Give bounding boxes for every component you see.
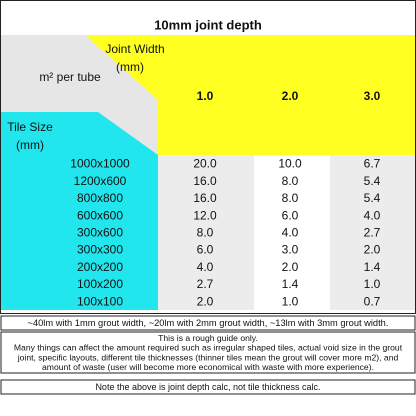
cell-value: 16.0 [193,174,217,188]
cell-value: 6.0 [282,208,299,222]
cell-value: 8.0 [197,225,214,239]
tile-size-unit: (mm) [16,138,44,152]
cell-value: 0.7 [364,294,381,308]
cell-value: 2.0 [197,294,214,308]
guide-box [0,331,416,374]
tile-size-column [1,155,158,310]
cell-value: 1.0 [282,294,299,308]
column-header: 3.0 [364,89,381,103]
tile-size: 300x300 [77,243,123,257]
guide-line: amount of waste (user will become more e… [42,362,374,372]
tile-size-label: Tile Size [7,120,53,134]
column-header: 2.0 [282,89,299,103]
tile-size: 100x100 [77,294,123,308]
cell-value: 2.0 [364,243,381,257]
guide-line: Many things can affect the amount requir… [14,343,403,353]
col-3-bg [330,155,415,310]
footer-box [0,379,416,395]
cell-value: 1.4 [282,277,299,291]
col-1-bg [158,155,254,310]
cell-value: 20.0 [193,157,217,171]
cell-value: 4.0 [282,225,299,239]
column-header: 1.0 [197,89,214,103]
cell-value: 1.0 [364,277,381,291]
cell-value: 5.4 [364,174,381,188]
footer-note: Note the above is joint depth calc, not … [95,382,320,392]
cell-value: 2.0 [282,260,299,274]
cell-value: 8.0 [282,174,299,188]
guide-line: joint, specific layouts, different tile … [17,352,399,362]
guide-line: This is a rough guide only. [158,333,258,343]
joint-width-label: Joint Width [105,42,164,56]
coverage-note: ~40lm with 1mm grout width, ~20lm with 2… [28,318,389,328]
cell-value: 4.0 [197,260,214,274]
cell-value: 5.4 [364,191,381,205]
cell-value: 1.4 [364,260,381,274]
tile-size: 1000x1000 [70,157,130,171]
tile-size: 800x800 [77,191,123,205]
tile-size: 600x600 [77,208,123,222]
tile-size: 100x200 [77,277,123,291]
cell-value: 8.0 [282,191,299,205]
tile-size: 300x600 [77,225,123,239]
tile-size: 1200x600 [74,174,127,188]
cell-value: 12.0 [193,208,217,222]
title: 10mm joint depth [154,17,262,32]
cell-value: 2.7 [197,277,214,291]
tile-size-area [1,112,158,155]
joint-width-unit: (mm) [116,60,144,74]
cell-value: 6.0 [197,243,214,257]
joint-width-area [85,35,415,155]
cell-value: 16.0 [193,191,217,205]
col-2-bg [254,155,330,310]
coverage-box [0,315,416,331]
cell-value: 3.0 [282,243,299,257]
unit-label: m² per tube [39,70,101,84]
cell-value: 4.0 [364,208,381,222]
tile-size: 200x200 [77,260,123,274]
cell-value: 6.7 [364,157,381,171]
cell-value: 10.0 [278,157,302,171]
cell-value: 2.7 [364,225,381,239]
